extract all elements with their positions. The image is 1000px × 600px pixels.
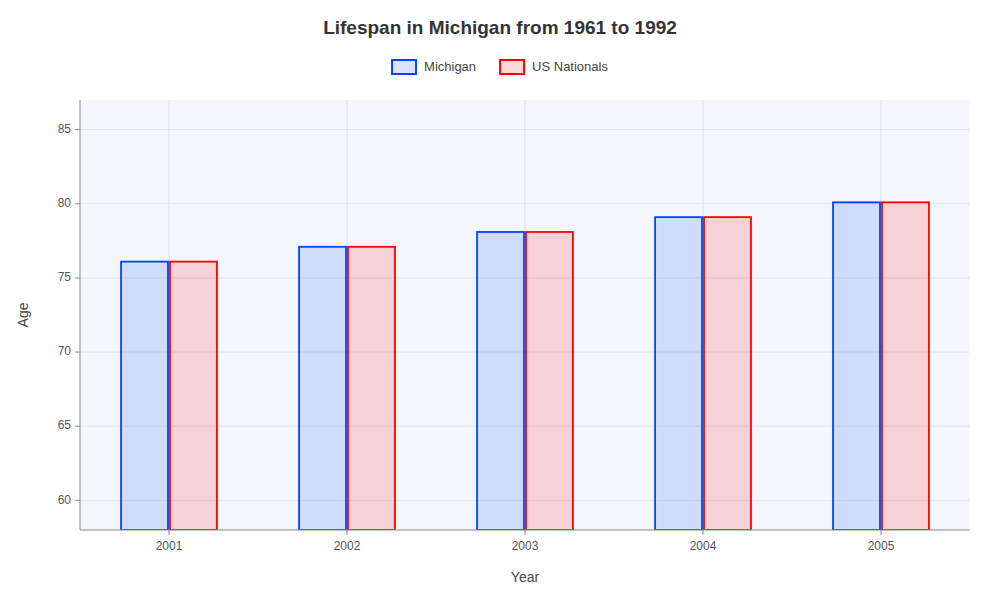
x-tick-label: 2002 bbox=[334, 539, 361, 553]
chart-container: 60 65 70 75 80 85 2001 2002 2003 2004 2005 Year Age L… bbox=[0, 0, 1000, 600]
x-tick bbox=[347, 530, 348, 535]
bar bbox=[833, 202, 880, 530]
bars bbox=[121, 202, 929, 530]
y-tick-label: 65 bbox=[58, 418, 72, 432]
x-tick-label: 2001 bbox=[156, 539, 183, 553]
y-tick-label: 75 bbox=[58, 270, 72, 284]
bar bbox=[170, 262, 217, 530]
x-tick bbox=[169, 530, 170, 535]
legend-swatch bbox=[392, 60, 416, 74]
y-tick-label: 70 bbox=[58, 344, 72, 358]
x-axis-label: Year bbox=[511, 569, 540, 585]
bar bbox=[299, 247, 346, 530]
y-tick bbox=[75, 203, 80, 204]
title: Lifespan in Michigan from 1961 to 1992 bbox=[323, 17, 677, 38]
legend: Michigan US Nationals bbox=[392, 59, 608, 74]
y-axis-label: Age bbox=[15, 302, 31, 327]
y-tick-label: 85 bbox=[58, 122, 72, 136]
y-tick bbox=[75, 426, 80, 427]
y-axis-line bbox=[80, 100, 81, 530]
legend-label: Michigan bbox=[424, 59, 476, 74]
x-tick-label: 2003 bbox=[512, 539, 539, 553]
axes: 60 65 70 75 80 85 2001 2002 2003 2004 2005 bbox=[58, 100, 970, 553]
bar bbox=[477, 232, 524, 530]
legend-item: Michigan bbox=[392, 59, 476, 74]
legend-label: US Nationals bbox=[532, 59, 608, 74]
bar bbox=[704, 217, 751, 530]
y-tick bbox=[75, 500, 80, 501]
bar bbox=[655, 217, 702, 530]
bar bbox=[526, 232, 573, 530]
grid bbox=[80, 100, 970, 530]
x-tick bbox=[525, 530, 526, 535]
bar bbox=[121, 262, 168, 530]
chart: 60 65 70 75 80 85 2001 2002 2003 2004 2005 Year Age L… bbox=[0, 0, 1000, 600]
y-tick-label: 60 bbox=[58, 493, 72, 507]
y-tick bbox=[75, 352, 80, 353]
x-tick-label: 2005 bbox=[868, 539, 895, 553]
y-tick bbox=[75, 129, 80, 130]
plot-background bbox=[80, 100, 970, 530]
x-tick bbox=[881, 530, 882, 535]
legend-swatch bbox=[500, 60, 524, 74]
bar bbox=[348, 247, 395, 530]
y-tick-label: 80 bbox=[58, 196, 72, 210]
y-tick bbox=[75, 277, 80, 278]
legend-item: US Nationals bbox=[500, 59, 608, 74]
x-tick-label: 2004 bbox=[690, 539, 717, 553]
x-tick bbox=[703, 530, 704, 535]
bar bbox=[882, 202, 929, 530]
